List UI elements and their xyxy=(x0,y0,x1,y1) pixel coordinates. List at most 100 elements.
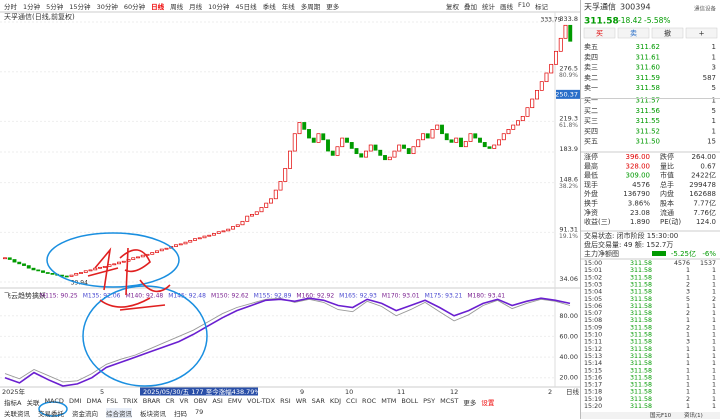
candle xyxy=(558,37,563,52)
indicator-tab[interactable]: FSL xyxy=(106,397,118,405)
period-tab[interactable]: 周线 xyxy=(170,3,184,11)
book-volume: 587 xyxy=(703,74,716,82)
indicator-tab[interactable]: BRAR xyxy=(142,397,161,405)
period-tab[interactable]: 多周期 xyxy=(300,3,321,11)
indicator-tab[interactable]: BOLL xyxy=(401,397,419,405)
indicator-tab[interactable]: ROC xyxy=(362,397,377,405)
period-tab[interactable]: 30分钟 xyxy=(96,3,118,11)
stat-label: 股本 xyxy=(660,199,674,208)
candle xyxy=(549,63,554,74)
candle xyxy=(159,248,164,252)
indicator-tab[interactable]: MACD xyxy=(44,397,64,405)
tool-button[interactable]: 复权 xyxy=(446,3,459,11)
indicator-tab[interactable]: 更多 xyxy=(463,399,477,406)
tool-button[interactable]: 画线 xyxy=(500,3,513,11)
indicator-tab[interactable]: OBV xyxy=(193,397,208,405)
period-tab[interactable]: 年线 xyxy=(281,3,295,11)
link-tab[interactable]: 交易委托 xyxy=(38,410,64,418)
indicator-tab[interactable]: 关联 xyxy=(26,399,40,406)
tick-price: 311.58 xyxy=(630,389,652,396)
tick-price: 311.58 xyxy=(630,267,652,274)
candle xyxy=(478,137,482,143)
indicator-tab[interactable]: CCI xyxy=(346,397,358,405)
tool-button[interactable]: 叠加 xyxy=(464,3,477,11)
indicator-tab[interactable]: MCST xyxy=(440,397,459,405)
candle xyxy=(22,263,26,266)
period-tab[interactable]: 10分钟 xyxy=(208,3,230,11)
candle xyxy=(36,269,41,272)
indicator-tab[interactable]: DMI xyxy=(68,397,82,405)
indicator-tab[interactable]: VOL-TDX xyxy=(246,397,276,405)
period-tab[interactable]: 60分钟 xyxy=(123,3,146,11)
trade-status: 交易状态: 闭市阶段 15:30:00 xyxy=(584,231,678,240)
link-tab[interactable]: 扫码 xyxy=(174,410,187,418)
link-tab[interactable]: 资金流向 xyxy=(72,410,98,418)
period-tab[interactable]: 日线 xyxy=(151,3,165,11)
indicator-tab[interactable]: CR xyxy=(165,397,175,405)
candle xyxy=(364,150,368,158)
tool-button[interactable]: 标记 xyxy=(535,3,549,11)
period-tab[interactable]: 5分钟 xyxy=(46,3,64,11)
indicator-tab[interactable]: SAR xyxy=(311,397,325,405)
link-tab[interactable]: 关联资讯 xyxy=(4,410,30,418)
trade-button[interactable] xyxy=(651,27,684,39)
stat-value: 309.00 xyxy=(626,172,651,180)
period-tab[interactable]: 45日线 xyxy=(235,3,257,11)
indicator-tab[interactable]: VR xyxy=(179,397,189,405)
indicator-tab[interactable]: 指标A xyxy=(4,399,22,406)
tick-volume: 2 xyxy=(686,324,690,331)
candle xyxy=(454,137,459,143)
book-price: 311.60 xyxy=(636,64,661,72)
max-label: 333.79 xyxy=(541,16,562,23)
candle xyxy=(397,144,402,152)
candle xyxy=(482,142,487,148)
trade-button-label: 卖 xyxy=(630,30,637,38)
stat-label: 现手 xyxy=(584,180,598,189)
indicator-tab[interactable]: 设置 xyxy=(481,399,495,406)
indicator-tab[interactable]: PSY xyxy=(423,397,436,405)
candle xyxy=(459,137,463,148)
period-tab[interactable]: 季线 xyxy=(262,3,276,11)
indicator-tab[interactable]: DMA xyxy=(86,397,102,405)
trade-button[interactable] xyxy=(617,27,650,39)
legend-entry: M165: 92.93 xyxy=(339,293,377,300)
candle xyxy=(430,129,435,139)
indicator-tab[interactable]: RSI xyxy=(280,397,291,405)
tick-price: 311.58 xyxy=(630,289,652,296)
link-tab[interactable]: 综合资讯 xyxy=(106,408,132,418)
period-tab[interactable]: 月线 xyxy=(189,3,203,11)
link-tab[interactable]: 板块资讯 xyxy=(140,410,166,418)
link-tab[interactable]: 79 xyxy=(195,408,204,416)
tick-count: 2 xyxy=(712,296,716,303)
candle xyxy=(45,272,50,274)
candle xyxy=(240,220,245,226)
indicator-tab[interactable]: KDJ xyxy=(329,397,342,405)
tool-button[interactable]: F10 xyxy=(518,1,531,9)
candle xyxy=(202,235,207,239)
candle xyxy=(354,148,359,155)
candle xyxy=(121,260,126,263)
period-tab[interactable]: 更多 xyxy=(326,3,340,11)
candle xyxy=(140,254,145,258)
period-tab[interactable]: 15分钟 xyxy=(69,3,91,11)
indicator-tab[interactable]: TRIX xyxy=(122,397,138,405)
flow-bar xyxy=(652,251,666,256)
indicator-tab[interactable]: MTM xyxy=(381,397,397,405)
book-label: 买五 xyxy=(584,138,598,146)
x-tick-label: 9 xyxy=(300,388,304,396)
stat-value: 396.00 xyxy=(626,153,651,161)
candle xyxy=(188,240,193,243)
indicator-tab[interactable]: WR xyxy=(295,397,307,405)
trade-button[interactable] xyxy=(583,27,616,39)
trade-button[interactable] xyxy=(685,27,718,39)
period-tab[interactable]: 分时 xyxy=(4,3,17,11)
stat-value: 7.77亿 xyxy=(693,199,716,208)
indicator-tab[interactable]: EMV xyxy=(227,397,242,405)
tick-volume: 1 xyxy=(686,267,690,274)
stock-code: 300394 xyxy=(620,3,651,12)
indicator-tab[interactable]: ASI xyxy=(212,397,223,405)
tick-price: 311.58 xyxy=(630,403,652,410)
tick-price: 311.58 xyxy=(630,303,652,310)
period-tab[interactable]: 1分钟 xyxy=(23,3,41,11)
tool-button[interactable]: 统计 xyxy=(482,3,495,11)
